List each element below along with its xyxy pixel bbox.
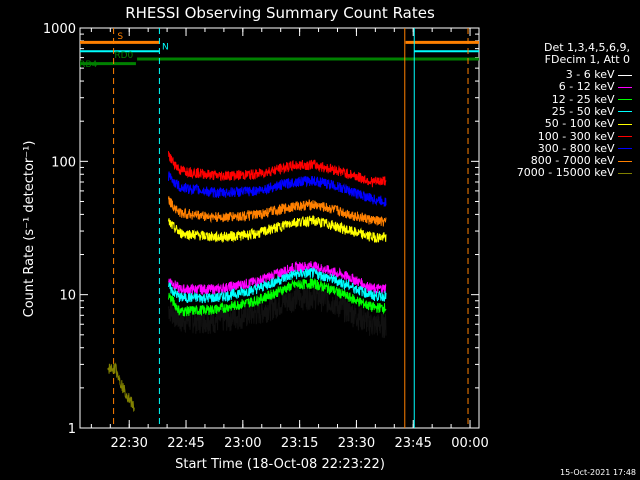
- legend-item: 6 - 12 keV: [559, 81, 632, 93]
- x-axis-label: Start Time (18-Oct-08 22:23:22): [175, 457, 385, 472]
- y-tick-label: 1000: [43, 22, 76, 37]
- legend-item: 3 - 6 keV: [566, 69, 632, 81]
- legend-label: 25 - 50 keV: [551, 104, 618, 118]
- legend-item: 100 - 300 keV: [537, 129, 632, 143]
- plot-frame: [79, 27, 480, 429]
- legend-item: 12 - 25 keV: [551, 92, 632, 106]
- legend-label: 3 - 6 keV: [565, 68, 618, 81]
- flag-rb4-label: RB4: [79, 60, 97, 70]
- legend-header-2: FDecim 1, Att 0: [544, 53, 630, 66]
- legend-label: 800 - 7000 keV: [530, 154, 618, 168]
- legend-header-1: Det 1,3,4,5,6,9,: [543, 41, 630, 54]
- legend-swatch: [618, 136, 632, 137]
- series-line: [168, 214, 387, 244]
- series-line: [168, 278, 387, 317]
- legend-label: 100 - 300 keV: [537, 129, 618, 143]
- legend-label: 6 - 12 keV: [558, 80, 618, 94]
- flag-rd0-label: RD0: [114, 51, 133, 61]
- legend-swatch: [618, 160, 632, 162]
- legend-label: 300 - 800 keV: [537, 141, 618, 155]
- y-tick-label: 100: [51, 155, 76, 170]
- series-line: [168, 283, 387, 339]
- legend-item: 50 - 100 keV: [545, 118, 632, 130]
- series-line: [168, 267, 387, 304]
- x-tick-label: 00:00: [451, 436, 488, 451]
- y-tick-label: 1: [68, 422, 76, 437]
- flag-s-label: S: [117, 32, 123, 42]
- x-tick-label: 23:45: [394, 436, 431, 451]
- x-tick-label: 22:30: [110, 436, 147, 451]
- series-line: [168, 171, 387, 207]
- chart-title: RHESSI Observing Summary Count Rates: [125, 4, 435, 22]
- x-tick-label: 23:30: [338, 436, 375, 451]
- y-tick-label: 10: [59, 289, 76, 304]
- legend-swatch: [618, 111, 632, 113]
- legend-swatch: [618, 148, 632, 150]
- legend-label: 7000 - 15000 keV: [516, 166, 618, 180]
- legend-swatch: [618, 123, 632, 125]
- legend-item: 800 - 7000 keV: [531, 155, 632, 167]
- x-tick-label: 23:00: [224, 436, 261, 451]
- series-line: [107, 362, 135, 412]
- series-line: [168, 261, 387, 296]
- legend-swatch: [618, 86, 632, 88]
- legend-item: 25 - 50 keV: [551, 104, 632, 118]
- legend-swatch: [618, 74, 632, 76]
- legend-label: 12 - 25 keV: [551, 92, 618, 106]
- flag-n-label: N: [162, 42, 169, 52]
- legend-item: 300 - 800 keV: [537, 141, 632, 155]
- legend-swatch: [618, 99, 632, 101]
- x-tick-label: 23:15: [281, 436, 318, 451]
- y-axis-label: Count Rate (s⁻¹ detector⁻¹): [22, 141, 37, 318]
- x-tick-label: 22:45: [167, 436, 204, 451]
- legend-label: 50 - 100 keV: [544, 117, 618, 131]
- generated-timestamp: 15-Oct-2021 17:48: [560, 468, 636, 477]
- series-line: [168, 151, 387, 188]
- series-line: [168, 196, 387, 227]
- legend-swatch: [618, 172, 632, 174]
- legend-item: 7000 - 15000 keV: [517, 167, 632, 179]
